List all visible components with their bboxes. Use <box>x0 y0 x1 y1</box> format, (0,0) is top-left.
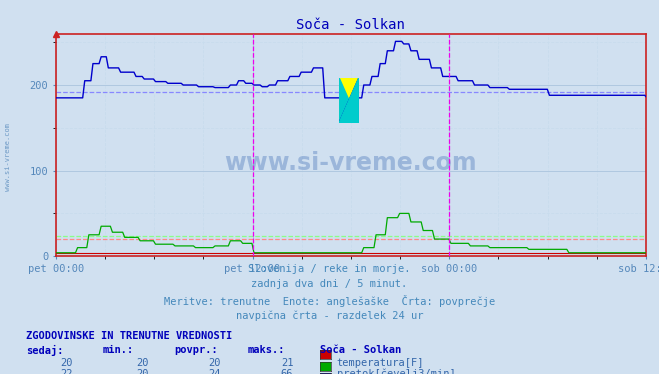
Text: min.:: min.: <box>102 345 133 355</box>
Polygon shape <box>339 78 359 123</box>
Text: zadnja dva dni / 5 minut.: zadnja dva dni / 5 minut. <box>251 279 408 289</box>
Text: sedaj:: sedaj: <box>26 345 64 356</box>
Text: 22: 22 <box>60 369 72 374</box>
Text: 24: 24 <box>208 369 221 374</box>
Text: 20: 20 <box>136 369 148 374</box>
Text: www.si-vreme.com: www.si-vreme.com <box>225 151 477 175</box>
Text: 66: 66 <box>281 369 293 374</box>
Text: pretok[čevelj3/min]: pretok[čevelj3/min] <box>337 369 455 374</box>
Text: 20: 20 <box>208 358 221 368</box>
Text: 21: 21 <box>281 358 293 368</box>
Polygon shape <box>339 78 359 123</box>
Text: Meritve: trenutne  Enote: anglešaške  Črta: povprečje: Meritve: trenutne Enote: anglešaške Črta… <box>164 295 495 307</box>
Text: Slovenija / reke in morje.: Slovenija / reke in morje. <box>248 264 411 274</box>
Text: ZGODOVINSKE IN TRENUTNE VREDNOSTI: ZGODOVINSKE IN TRENUTNE VREDNOSTI <box>26 331 233 341</box>
Text: maks.:: maks.: <box>247 345 285 355</box>
Text: www.si-vreme.com: www.si-vreme.com <box>5 123 11 191</box>
Title: Soča - Solkan: Soča - Solkan <box>297 18 405 33</box>
Text: temperatura[F]: temperatura[F] <box>337 358 424 368</box>
Polygon shape <box>339 78 359 123</box>
Polygon shape <box>339 78 359 123</box>
Text: navpična črta - razdelek 24 ur: navpična črta - razdelek 24 ur <box>236 311 423 321</box>
Text: povpr.:: povpr.: <box>175 345 218 355</box>
Text: Soča - Solkan: Soča - Solkan <box>320 345 401 355</box>
Text: 20: 20 <box>136 358 148 368</box>
Text: 20: 20 <box>60 358 72 368</box>
